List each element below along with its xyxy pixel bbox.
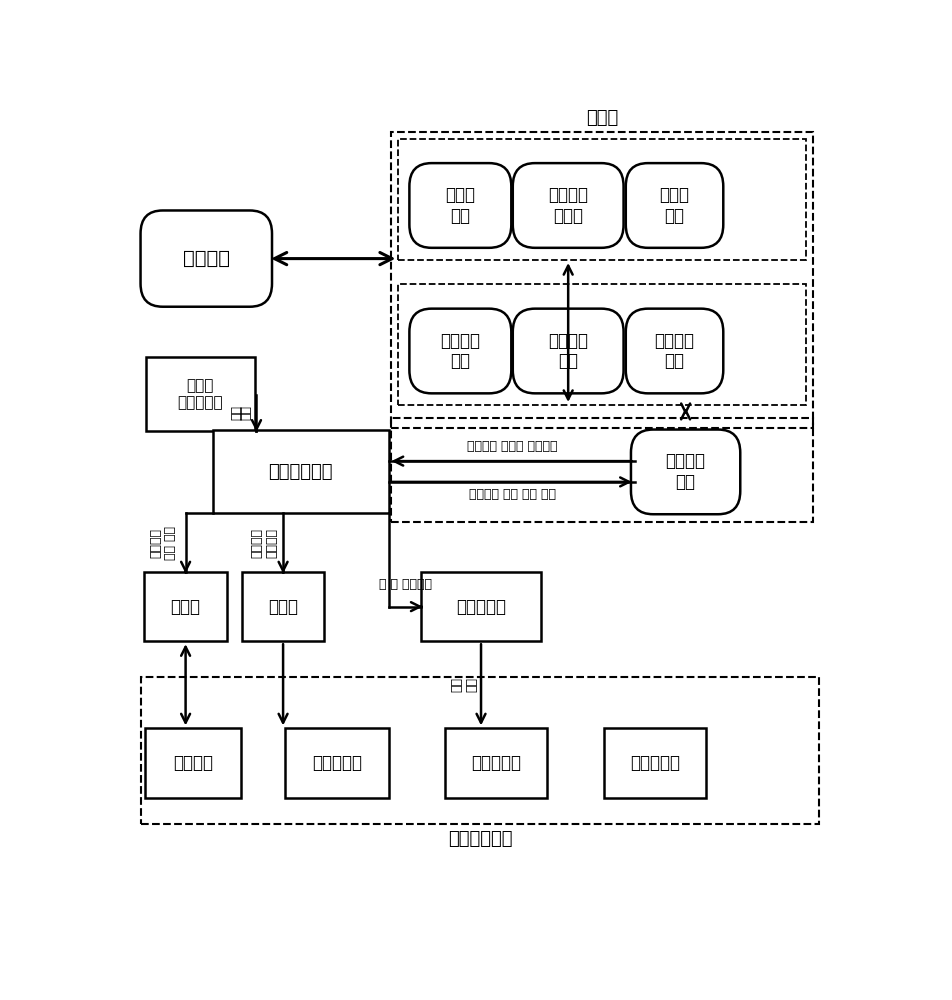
FancyBboxPatch shape bbox=[625, 309, 723, 393]
Text: 多种功能板卡: 多种功能板卡 bbox=[268, 463, 332, 481]
FancyBboxPatch shape bbox=[409, 163, 511, 248]
Text: 油液压力 流量 温度 指令: 油液压力 流量 温度 指令 bbox=[468, 488, 555, 501]
Text: 油液压力 牵引力 耕深位置: 油液压力 牵引力 耕深位置 bbox=[466, 440, 557, 453]
Text: 计算机: 计算机 bbox=[585, 109, 618, 127]
Text: 土壤条件
模型: 土壤条件 模型 bbox=[654, 332, 694, 370]
Bar bbox=[390, 132, 812, 428]
Bar bbox=[145, 728, 241, 798]
Text: 指令: 指令 bbox=[239, 405, 252, 420]
Text: 液压系统实物: 液压系统实物 bbox=[447, 830, 512, 848]
FancyBboxPatch shape bbox=[140, 210, 271, 307]
Bar bbox=[398, 284, 805, 405]
Text: 控制
指令: 控制 指令 bbox=[450, 677, 478, 692]
Bar bbox=[445, 728, 546, 798]
Bar bbox=[141, 677, 819, 824]
Text: 模拟加载
模型: 模拟加载 模型 bbox=[664, 452, 704, 491]
Text: 悬挂机构
模型: 悬挂机构 模型 bbox=[547, 332, 587, 370]
Text: 发动机
模型: 发动机 模型 bbox=[445, 186, 475, 225]
Bar bbox=[285, 728, 389, 798]
Bar bbox=[242, 572, 324, 641]
Bar bbox=[604, 728, 705, 798]
Text: 回路压力
流量 温度: 回路压力 流量 温度 bbox=[149, 526, 177, 560]
Bar bbox=[390, 418, 812, 522]
FancyBboxPatch shape bbox=[630, 430, 740, 514]
Text: 比例溢流鄀: 比例溢流鄀 bbox=[629, 754, 680, 772]
Text: 液压变量泵: 液压变量泵 bbox=[311, 754, 362, 772]
Bar bbox=[421, 572, 541, 641]
FancyBboxPatch shape bbox=[409, 309, 511, 393]
FancyBboxPatch shape bbox=[625, 163, 723, 248]
FancyBboxPatch shape bbox=[512, 309, 623, 393]
Text: 变速箱
模型: 变速箱 模型 bbox=[659, 186, 689, 225]
Text: 变频电机: 变频电机 bbox=[173, 754, 212, 772]
Bar bbox=[212, 430, 388, 513]
Text: 可编程
信号发生器: 可编程 信号发生器 bbox=[177, 378, 223, 410]
Text: 动令: 动令 bbox=[230, 405, 244, 420]
Text: 被测控制器: 被测控制器 bbox=[456, 598, 506, 616]
Bar bbox=[146, 357, 255, 431]
Text: 被测分配器: 被测分配器 bbox=[470, 754, 520, 772]
FancyBboxPatch shape bbox=[512, 163, 623, 248]
Text: 驱动器: 驱动器 bbox=[268, 598, 298, 616]
Bar bbox=[144, 572, 227, 641]
Text: 传感器: 传感器 bbox=[170, 598, 200, 616]
Text: 行走机构
模型: 行走机构 模型 bbox=[440, 332, 480, 370]
Text: 人机界面: 人机界面 bbox=[183, 249, 229, 268]
Text: 主副离合
器模型: 主副离合 器模型 bbox=[547, 186, 587, 225]
Text: 力 位 指令信号: 力 位 指令信号 bbox=[379, 578, 432, 591]
Text: 油液压力
（负载）: 油液压力 （负载） bbox=[249, 528, 278, 558]
Bar bbox=[398, 139, 805, 260]
